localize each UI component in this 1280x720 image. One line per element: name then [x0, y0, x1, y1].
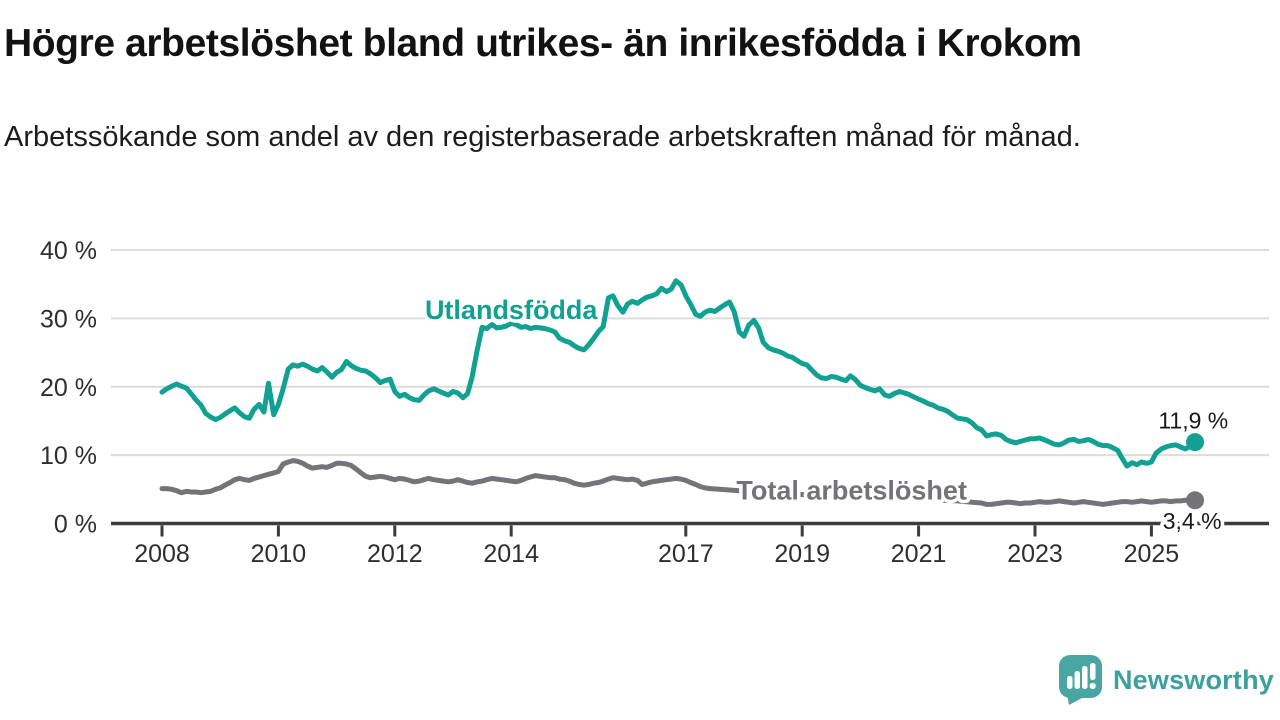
x-tick-label: 2017: [658, 540, 714, 568]
y-tick-label: 20 %: [40, 374, 97, 402]
x-tick-label: 2012: [367, 540, 423, 568]
x-tick-label: 2014: [483, 540, 539, 568]
x-tick-label: 2021: [891, 540, 947, 568]
series-label: Total arbetslöshet: [736, 476, 967, 506]
series-end-value-label: 11,9 %: [1158, 407, 1228, 433]
newsworthy-logo-text: Newsworthy: [1112, 664, 1274, 695]
y-tick-label: 40 %: [40, 237, 97, 265]
series-end-dot: [1186, 433, 1205, 452]
y-tick-label: 0 %: [54, 511, 97, 539]
x-tick-label: 2025: [1124, 540, 1180, 568]
chart-title: Högre arbetslöshet bland utrikes- än inr…: [4, 22, 1082, 65]
x-tick-label: 2010: [251, 540, 307, 568]
series-end-value-label: 3,4 %: [1163, 508, 1222, 534]
x-tick-label: 2023: [1007, 540, 1063, 568]
y-tick-label: 10 %: [40, 442, 97, 470]
newsworthy-logo: Newsworthy: [1058, 654, 1274, 706]
x-tick-label: 2008: [134, 540, 190, 568]
series-end-dot: [1186, 491, 1205, 510]
newsworthy-logo-icon: [1058, 655, 1102, 705]
series-line-utlandsf-dda: [159, 278, 1198, 469]
x-tick-label: 2019: [774, 540, 830, 568]
chart-subtitle: Arbetssökande som andel av den registerb…: [4, 121, 1081, 153]
series-line-total-arbetsl-shet: [159, 458, 1198, 507]
series-label: Utlandsfödda: [425, 295, 598, 325]
y-tick-label: 30 %: [40, 305, 97, 333]
